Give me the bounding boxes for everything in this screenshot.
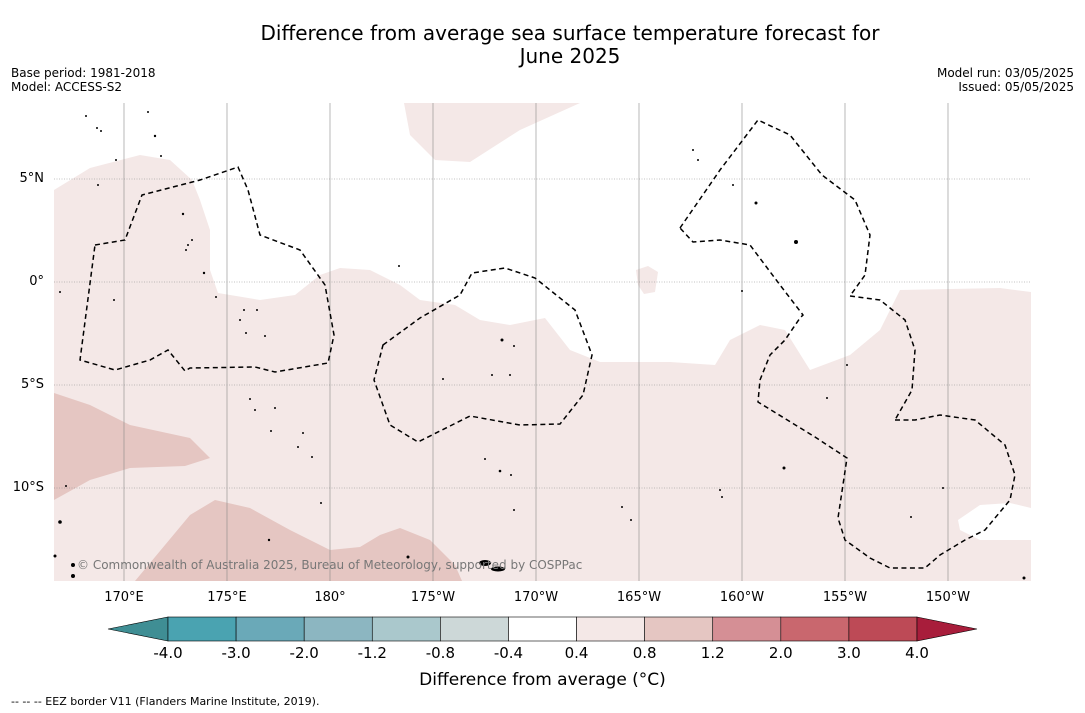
eez-borders xyxy=(79,119,1016,569)
lon-label-160w: 160°W xyxy=(719,590,765,605)
lon-label-165w: 165°W xyxy=(616,590,662,605)
meta-right: Model run: 03/05/2025 Issued: 05/05/2025 xyxy=(937,66,1074,94)
lon-label-175e: 175°E xyxy=(207,590,247,605)
colorbar-tick-label: 1.2 xyxy=(700,644,725,662)
colorbar-tick-label: -0.8 xyxy=(425,644,455,662)
neutral-region-southeast xyxy=(958,503,1031,540)
colorbar-tick-label: -0.4 xyxy=(493,644,524,662)
colorbar-tick-label: 2.0 xyxy=(768,644,793,662)
lon-label-155w: 155°W xyxy=(822,590,868,605)
warm-region-west xyxy=(54,393,210,500)
lat-label-10s: 10°S xyxy=(12,480,44,495)
model-run: Model run: 03/05/2025 xyxy=(936,66,1074,80)
islands xyxy=(53,111,1026,580)
title-line-1: Difference from average sea surface temp… xyxy=(260,21,880,45)
copyright-notice: © Commonwealth of Australia 2025, Bureau… xyxy=(77,558,583,572)
base-period: Base period: 1981-2018 xyxy=(11,66,156,80)
meta-left: Base period: 1981-2018 Model: ACCESS-S2 xyxy=(11,66,156,94)
colorbar-tick-label: 3.0 xyxy=(836,644,861,662)
lon-label-170e: 170°E xyxy=(104,590,144,605)
lon-label-175w: 175°W xyxy=(410,590,456,605)
colorbar-tick-label: 0.8 xyxy=(632,644,657,662)
colorbar-tick-label: -4.0 xyxy=(153,644,183,662)
lat-label-5n: 5°N xyxy=(19,171,45,186)
colorbar-tick-label: -1.2 xyxy=(357,644,387,662)
model-name: Model: ACCESS-S2 xyxy=(11,80,123,94)
colorbar-tick-label: 0.4 xyxy=(564,644,589,662)
lon-label-170w: 170°W xyxy=(513,590,559,605)
issued-date: Issued: 05/05/2025 xyxy=(958,80,1074,94)
neutral-region-north xyxy=(54,103,1031,370)
gridlines xyxy=(54,103,1031,581)
lon-label-180: 180° xyxy=(314,590,346,605)
eez-footnote: -- -- -- EEZ border V11 (Flanders Marine… xyxy=(11,695,320,708)
colorbar-tick-label: -3.0 xyxy=(221,644,251,662)
colorbar-title: Difference from average (°C) xyxy=(419,670,666,690)
warm-region-south xyxy=(135,500,462,581)
lat-label-0: 0° xyxy=(29,274,44,289)
warm-patch-small xyxy=(636,266,658,294)
title-line-2: June 2025 xyxy=(519,44,621,68)
map-title: Difference from average sea surface temp… xyxy=(0,22,1085,68)
lon-label-150w: 150°W xyxy=(925,590,971,605)
colorbar-tick-label: -2.0 xyxy=(289,644,319,662)
colorbar-tick-label: 4.0 xyxy=(905,644,929,662)
lat-label-5s: 5°S xyxy=(20,377,44,392)
